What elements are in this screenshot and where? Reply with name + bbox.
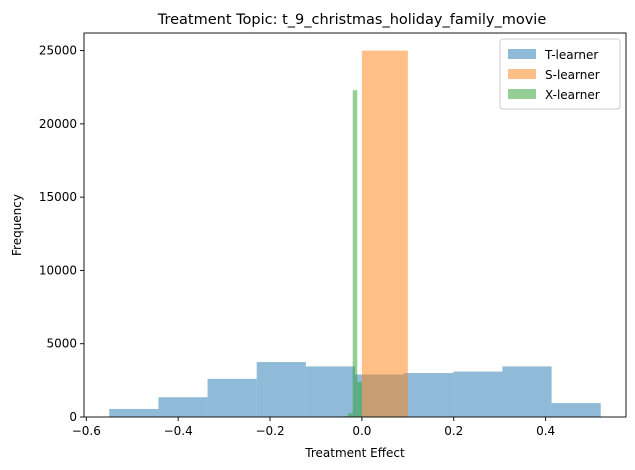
x-axis-title: Treatment Effect <box>304 446 405 460</box>
x-tick-label: 0.2 <box>444 424 463 438</box>
legend-label-s-learner: S-learner <box>545 68 600 82</box>
x-tick-label: −0.6 <box>72 424 101 438</box>
bar-t-learner-3 <box>256 362 306 417</box>
bar-s-learner-0 <box>361 50 408 417</box>
x-tick-label: 0.0 <box>352 424 371 438</box>
legend-swatch-s-learner <box>508 69 536 79</box>
x-tick-label: −0.4 <box>164 424 193 438</box>
x-tick-label: −0.2 <box>255 424 284 438</box>
y-tick-label: 25000 <box>39 44 77 58</box>
y-axis-title: Frequency <box>10 194 24 256</box>
y-axis-ticks: 0 5000 10000 15000 20000 25000 <box>39 44 84 424</box>
bar-t-learner-6 <box>404 373 454 417</box>
bar-t-learner-1 <box>158 397 208 417</box>
legend-swatch-t-learner <box>508 49 536 59</box>
bar-t-learner-9 <box>551 403 601 417</box>
bar-t-learner-4 <box>305 366 355 417</box>
x-tick-label: 0.4 <box>536 424 555 438</box>
bar-x-learner-1 <box>348 413 353 417</box>
legend-label-t-learner: T-learner <box>544 48 598 62</box>
chart-title: Treatment Topic: t_9_christmas_holiday_f… <box>157 12 547 28</box>
y-tick-label: 10000 <box>39 263 77 277</box>
legend-swatch-x-learner <box>508 89 536 99</box>
y-tick-label: 5000 <box>46 337 77 351</box>
y-tick-label: 20000 <box>39 117 77 131</box>
x-axis-ticks: −0.6 −0.4 −0.2 0.0 0.2 0.4 <box>72 417 555 438</box>
y-tick-label: 0 <box>69 410 77 424</box>
bar-t-learner-2 <box>207 378 257 417</box>
bar-x-learner-3 <box>357 381 362 417</box>
legend-label-x-learner: X-learner <box>545 88 600 102</box>
plot-frame <box>83 32 627 418</box>
bars-layer <box>109 50 601 417</box>
legend: T-learner S-learner X-learner <box>499 38 621 110</box>
bar-t-learner-0 <box>109 408 159 417</box>
y-tick-label: 15000 <box>39 190 77 204</box>
bar-t-learner-8 <box>502 366 552 417</box>
bar-t-learner-7 <box>453 371 503 417</box>
bar-x-learner-2 <box>352 90 358 417</box>
